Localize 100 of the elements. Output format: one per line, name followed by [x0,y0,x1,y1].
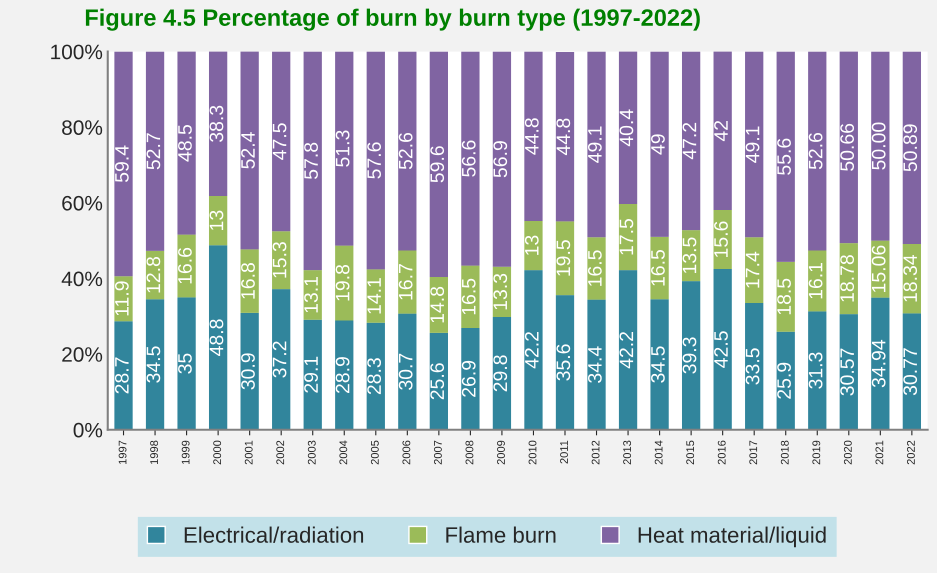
data-label: 49 [651,134,665,155]
legend-label: Electrical/radiation [184,526,364,543]
data-label: 19.8 [336,264,350,300]
bar [335,246,354,320]
data-label: 49.1 [588,126,602,163]
data-label: 44.8 [524,118,539,155]
data-label: 25.9 [777,362,791,399]
y-tick-label: 20% [62,347,102,362]
data-label: 28.7 [114,358,129,394]
x-tick-label: 2003 [308,440,316,464]
x-tick-label: 2020 [844,440,852,464]
data-label: 13 [524,236,539,255]
data-label: 18.5 [777,278,791,314]
bar [114,321,133,430]
y-tick-label: 100% [51,44,102,60]
data-label: 16.7 [398,264,413,300]
bar [461,328,480,430]
data-label: 13.3 [493,274,508,310]
bar [272,52,290,232]
data-label: 50.00 [872,122,886,170]
bar [492,52,512,267]
bar [556,295,574,430]
y-tick-label: 0% [74,422,102,438]
data-label: 56.6 [462,140,476,177]
data-label: 37.2 [272,341,286,378]
bar [240,52,259,250]
data-label: 52.7 [146,133,160,170]
bar [808,52,826,250]
bar [840,52,858,244]
data-label: 57.8 [304,142,318,180]
bar [304,320,322,430]
bar [808,311,826,430]
legend-label: Flame burn [446,526,556,543]
data-label: 12.8 [146,256,160,293]
bar [524,52,543,221]
data-label: 52.6 [808,132,822,170]
bar [146,52,164,251]
bar [682,281,700,430]
bar [745,52,764,238]
x-tick-label: 2005 [370,440,379,464]
data-label: 13 [210,210,224,230]
x-tick-label: 2006 [402,440,410,464]
bar [492,317,512,430]
data-label: 55.6 [777,138,791,175]
bar [146,299,164,430]
data-label: 50.66 [840,124,854,171]
data-label: 38.3 [210,106,224,142]
x-tick-label: 2018 [780,440,789,464]
bar [114,52,133,276]
data-label: 48.5 [178,124,192,162]
x-tick-label: 2004 [339,440,348,464]
data-label: 40.4 [620,109,634,146]
x-tick-label: 2017 [749,440,758,464]
data-label: 30.9 [241,353,255,390]
data-label: 34.5 [146,346,160,383]
data-label: 56.9 [493,141,508,178]
data-label: 48.8 [210,319,224,356]
bar [871,52,890,241]
bar [587,300,606,430]
data-label: 14.1 [367,278,381,314]
data-label: 35.6 [556,344,570,381]
bar [398,314,416,430]
data-label: 14.8 [430,286,444,322]
bar [902,52,922,244]
x-tick-label: 2019 [812,440,820,464]
bar [208,52,228,196]
data-label: 49.1 [746,126,760,163]
bar [272,289,290,430]
x-tick-label: 1997 [118,440,127,464]
bar [745,237,764,304]
data-label: 17.4 [746,252,760,288]
data-label: 16.5 [588,250,602,286]
data-label: 18.78 [840,255,854,302]
bar [398,52,416,250]
x-tick-label: 2007 [434,440,442,464]
x-tick-label: 2015 [686,440,694,464]
x-tick-label: 2021 [875,440,884,464]
x-tick-label: 2014 [654,440,663,464]
data-label: 52.6 [398,132,413,170]
bar [776,332,795,430]
bar [208,196,228,246]
y-tick-label: 80% [62,120,102,135]
x-tick-label: 1999 [182,440,190,464]
bar [398,250,416,314]
data-label: 15.6 [714,221,728,257]
data-label: 13.5 [682,237,696,274]
x-tick-label: 2013 [623,440,632,464]
data-label: 42 [714,120,728,142]
y-tick-label: 60% [62,196,102,211]
data-label: 30.57 [840,348,854,396]
data-label: 30.7 [398,354,413,390]
bar [461,52,480,266]
x-tick-label: 2001 [244,440,253,464]
data-label: 29.8 [493,355,508,392]
data-label: 16.1 [808,262,822,298]
bar [366,322,385,430]
x-tick-label: 2022 [906,440,915,464]
bar [682,52,700,230]
data-label: 26.9 [462,360,476,397]
data-label: 11.9 [114,281,129,316]
